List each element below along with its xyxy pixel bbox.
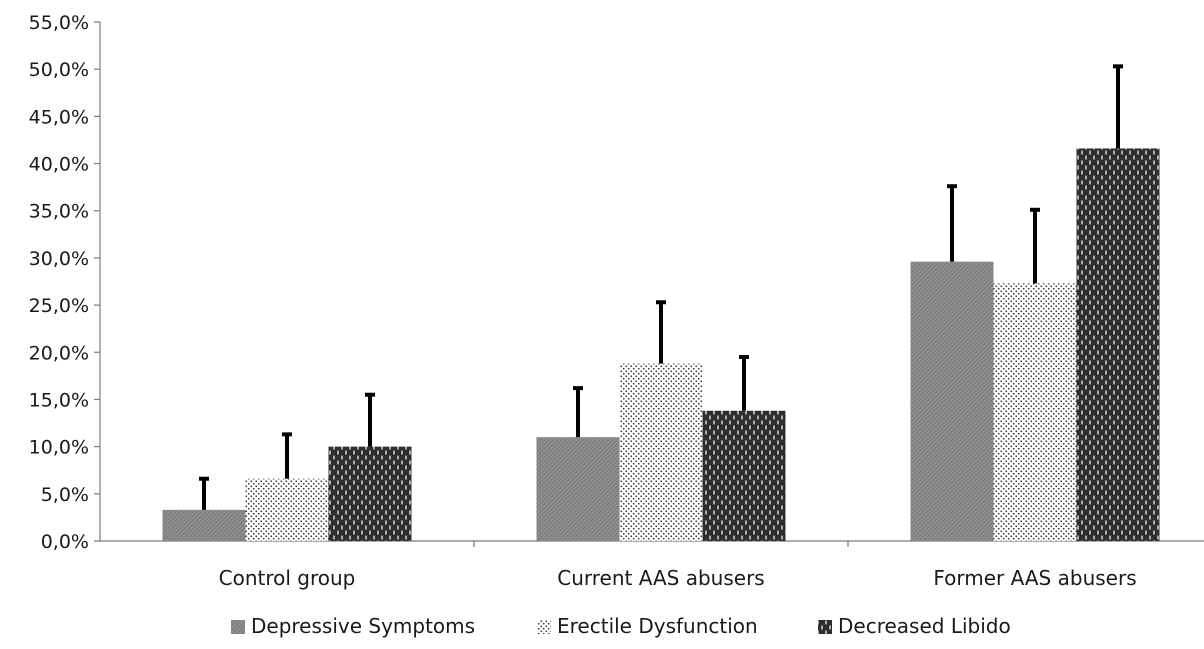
x-tick-label: Control group (219, 566, 356, 590)
y-tick-label: 30,0% (29, 248, 89, 270)
y-tick-label: 45,0% (29, 106, 89, 128)
x-tick-label: Former AAS abusers (933, 566, 1136, 590)
y-tick-label: 0,0% (41, 531, 89, 553)
bar (910, 261, 994, 541)
y-tick-label: 40,0% (29, 154, 89, 176)
legend-label: Erectile Dysfunction (557, 614, 758, 638)
y-tick-label: 35,0% (29, 201, 89, 223)
legend: Depressive Symptoms Erectile Dysfunction D… (231, 614, 1011, 638)
y-tick-label: 25,0% (29, 295, 89, 317)
bar (619, 363, 703, 541)
bars (162, 148, 1160, 541)
bar (1076, 148, 1160, 541)
y-tick-label: 15,0% (29, 389, 89, 411)
y-tick-label: 50,0% (29, 59, 89, 81)
tick-labels: 0,0% 5,0% 10,0% 15,0% 20,0% 25,0% 30,0% 35,0% 40… (29, 12, 1137, 590)
legend-label: Depressive Symptoms (251, 614, 475, 638)
y-tick-label: 5,0% (41, 484, 89, 506)
bar (702, 410, 786, 541)
legend-swatch (231, 620, 245, 634)
y-tick-label: 20,0% (29, 342, 89, 364)
legend-label: Decreased Libido (838, 614, 1011, 638)
bar (993, 283, 1077, 541)
y-tick-label: 10,0% (29, 437, 89, 459)
bar (245, 478, 329, 541)
legend-swatch (537, 620, 551, 634)
legend-swatch (818, 620, 832, 634)
bar (162, 509, 246, 541)
bar (536, 437, 620, 541)
error-bars (199, 64, 1123, 510)
x-tick-label: Current AAS abusers (557, 566, 764, 590)
y-tick-label: 55,0% (29, 12, 89, 34)
bar (328, 446, 412, 541)
